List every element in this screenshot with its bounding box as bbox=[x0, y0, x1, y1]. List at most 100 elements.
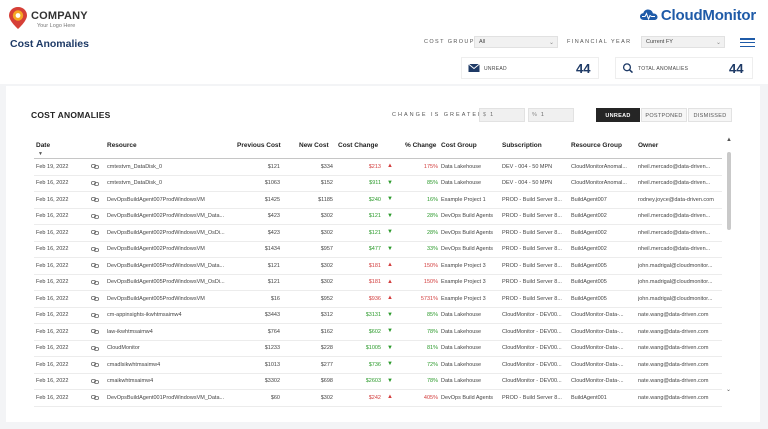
cell-prev: $1063 bbox=[264, 180, 280, 186]
col-previous-cost[interactable]: Previous Cost bbox=[237, 142, 281, 149]
link-icon[interactable] bbox=[91, 163, 99, 170]
toggle-dismissed[interactable]: DISMISSED bbox=[688, 108, 732, 122]
link-icon[interactable] bbox=[91, 345, 99, 352]
cell-rg: CloudMonitor-Data-... bbox=[571, 328, 624, 335]
cell-prev: $16 bbox=[270, 295, 280, 302]
financial-year-select[interactable]: Current FY ⌄ bbox=[641, 36, 725, 48]
col-resource[interactable]: Resource bbox=[107, 142, 137, 149]
cell-owner: john.madrigal@cloudmonitor... bbox=[638, 279, 713, 285]
sort-desc-icon[interactable]: ▼ bbox=[38, 151, 43, 157]
table-body: Feb 19, 2022 cmtestvm_DataDisk_0 $121 $334 $… bbox=[34, 159, 722, 407]
toggle-unread[interactable]: UNREAD bbox=[596, 108, 640, 122]
col-date[interactable]: Date bbox=[36, 142, 51, 149]
link-icon[interactable] bbox=[91, 312, 99, 319]
change-pct-input[interactable]: % 1 bbox=[528, 108, 574, 122]
cell-date: Feb 16, 2022 bbox=[36, 394, 69, 401]
cell-date: Feb 16, 2022 bbox=[36, 229, 69, 236]
menu-hamburger-icon[interactable] bbox=[740, 38, 755, 48]
percent-prefix: % bbox=[532, 112, 537, 118]
company-name: COMPANY bbox=[31, 10, 88, 22]
cell-new: $334 bbox=[320, 163, 333, 170]
company-tagline: Your Logo Here bbox=[37, 23, 76, 29]
table-row[interactable]: Feb 16, 2022 DevOpsBuildAgent005ProdWindo… bbox=[34, 258, 722, 275]
panel-title: COST ANOMALIES bbox=[31, 110, 111, 120]
cell-resource: cm-appinsights-ikwhtmsaimw4 bbox=[107, 312, 182, 318]
link-icon[interactable] bbox=[91, 180, 99, 187]
cell-rg: CloudMonitorAnomal... bbox=[571, 180, 627, 186]
cell-sub: PROD - Build Server 8... bbox=[502, 246, 562, 252]
cell-resource: DevOpsBuildAgent005ProdWindowsVM_OsDi... bbox=[107, 279, 225, 285]
table-row[interactable]: Feb 16, 2022 DevOpsBuildAgent007ProdWindo… bbox=[34, 192, 722, 209]
link-icon[interactable] bbox=[91, 213, 99, 220]
link-icon[interactable] bbox=[91, 229, 99, 236]
link-icon[interactable] bbox=[91, 328, 99, 335]
col-pct-change[interactable]: % Change bbox=[405, 142, 437, 149]
cell-prev: $1434 bbox=[264, 246, 280, 252]
brand-name: CloudMonitor bbox=[660, 6, 756, 24]
table-row[interactable]: Feb 16, 2022 cmtestvm_DataDisk_0 $1063 $152… bbox=[34, 176, 722, 192]
link-icon[interactable] bbox=[91, 246, 99, 253]
col-resource-group[interactable]: Resource Group bbox=[571, 142, 622, 149]
cost-group-select[interactable]: All ⌄ bbox=[474, 36, 558, 48]
scrollbar-thumb[interactable] bbox=[727, 152, 731, 230]
cell-date: Feb 16, 2022 bbox=[36, 378, 69, 384]
link-icon[interactable] bbox=[91, 279, 99, 286]
cell-resource: cmtestvm_DataDisk_0 bbox=[107, 163, 163, 170]
cell-resource: cmtestvm_DataDisk_0 bbox=[107, 180, 163, 186]
col-cost-group[interactable]: Cost Group bbox=[441, 142, 477, 149]
table-row[interactable]: Feb 16, 2022 cmadlsikwhtmsaimw4 $1013 $277 $… bbox=[34, 357, 722, 374]
table-row[interactable]: Feb 16, 2022 CloudMonitor $1233 $228 $1005 81… bbox=[34, 341, 722, 357]
kpi-total-label: TOTAL ANOMALIES bbox=[638, 66, 689, 72]
link-icon[interactable] bbox=[91, 378, 99, 385]
table-row[interactable]: Feb 16, 2022 DevOpsBuildAgent005ProdWindo… bbox=[34, 291, 722, 308]
table-row[interactable]: Feb 16, 2022 law-ikwhtmsaimw4 $764 $162 $602… bbox=[34, 324, 722, 341]
cell-owner: nheil.mercado@data-driven... bbox=[638, 246, 711, 252]
cell-owner: rodney.joyce@data-driven.com bbox=[638, 196, 714, 203]
link-icon[interactable] bbox=[91, 361, 99, 368]
cell-owner: nheil.mercado@data-driven... bbox=[638, 213, 711, 219]
cell-pct: 405% bbox=[423, 394, 438, 401]
toggle-postponed[interactable]: POSTPONED bbox=[641, 108, 687, 122]
link-icon[interactable] bbox=[91, 196, 99, 203]
col-subscription[interactable]: Subscription bbox=[502, 142, 542, 149]
cell-sub: PROD - Build Server 8... bbox=[502, 213, 562, 219]
cell-sub: CloudMonitor - DEV00... bbox=[502, 345, 562, 351]
col-new-cost[interactable]: New Cost bbox=[299, 142, 329, 149]
arrow-down-icon: ▼ bbox=[387, 311, 393, 318]
table-row[interactable]: Feb 16, 2022 DevOpsBuildAgent002ProdWindo… bbox=[34, 225, 722, 242]
change-amount-input[interactable]: $1 bbox=[479, 108, 525, 122]
table-row[interactable]: Feb 16, 2022 DevOpsBuildAgent002ProdWindo… bbox=[34, 209, 722, 225]
cell-sub: PROD - Build Server 8... bbox=[502, 196, 562, 203]
table-row[interactable]: Feb 16, 2022 DevOpsBuildAgent002ProdWindo… bbox=[34, 242, 722, 258]
col-owner[interactable]: Owner bbox=[638, 142, 659, 149]
table-row[interactable]: Feb 19, 2022 cmtestvm_DataDisk_0 $121 $334 $… bbox=[34, 159, 722, 176]
table-row[interactable]: Feb 16, 2022 DevOpsBuildAgent005ProdWindo… bbox=[34, 275, 722, 291]
cell-date: Feb 16, 2022 bbox=[36, 279, 69, 285]
col-cost-change[interactable]: Cost Change bbox=[338, 142, 379, 149]
cell-pct: 85% bbox=[426, 312, 438, 318]
link-icon[interactable] bbox=[91, 262, 99, 269]
cell-pct: 28% bbox=[426, 229, 438, 236]
arrow-down-icon: ▼ bbox=[387, 344, 393, 351]
link-icon[interactable] bbox=[91, 394, 99, 401]
cell-rg: BuildAgent002 bbox=[571, 229, 607, 236]
table-row[interactable]: Feb 16, 2022 cmaikwhtmsaimw4 $3302 $698 $260… bbox=[34, 374, 722, 390]
scroll-down-icon[interactable]: ⌄ bbox=[726, 387, 732, 393]
cell-resource: DevOpsBuildAgent007ProdWindowsVM bbox=[107, 196, 205, 203]
arrow-down-icon: ▼ bbox=[387, 377, 393, 384]
table-row[interactable]: Feb 16, 2022 DevOpsBuildAgent001ProdWindo… bbox=[34, 390, 722, 407]
cell-pct: 72% bbox=[426, 361, 438, 368]
cell-prev: $60 bbox=[270, 394, 280, 401]
table-row[interactable]: Feb 16, 2022 cm-appinsights-ikwhtmsaimw4 $… bbox=[34, 308, 722, 324]
cell-date: Feb 16, 2022 bbox=[36, 361, 69, 368]
scroll-up-icon[interactable]: ▲ bbox=[726, 137, 732, 143]
cell-change: $1005 bbox=[365, 345, 381, 351]
cell-resource: DevOpsBuildAgent005ProdWindowsVM bbox=[107, 295, 205, 302]
kpi-total-value: 44 bbox=[729, 61, 744, 76]
cell-group: Example Project 3 bbox=[441, 279, 486, 285]
link-icon[interactable] bbox=[91, 295, 99, 302]
cell-owner: nate.wang@data-driven.com bbox=[638, 345, 709, 351]
cell-prev: $1013 bbox=[264, 361, 280, 368]
cell-date: Feb 16, 2022 bbox=[36, 262, 69, 269]
cell-new: $302 bbox=[320, 229, 333, 236]
